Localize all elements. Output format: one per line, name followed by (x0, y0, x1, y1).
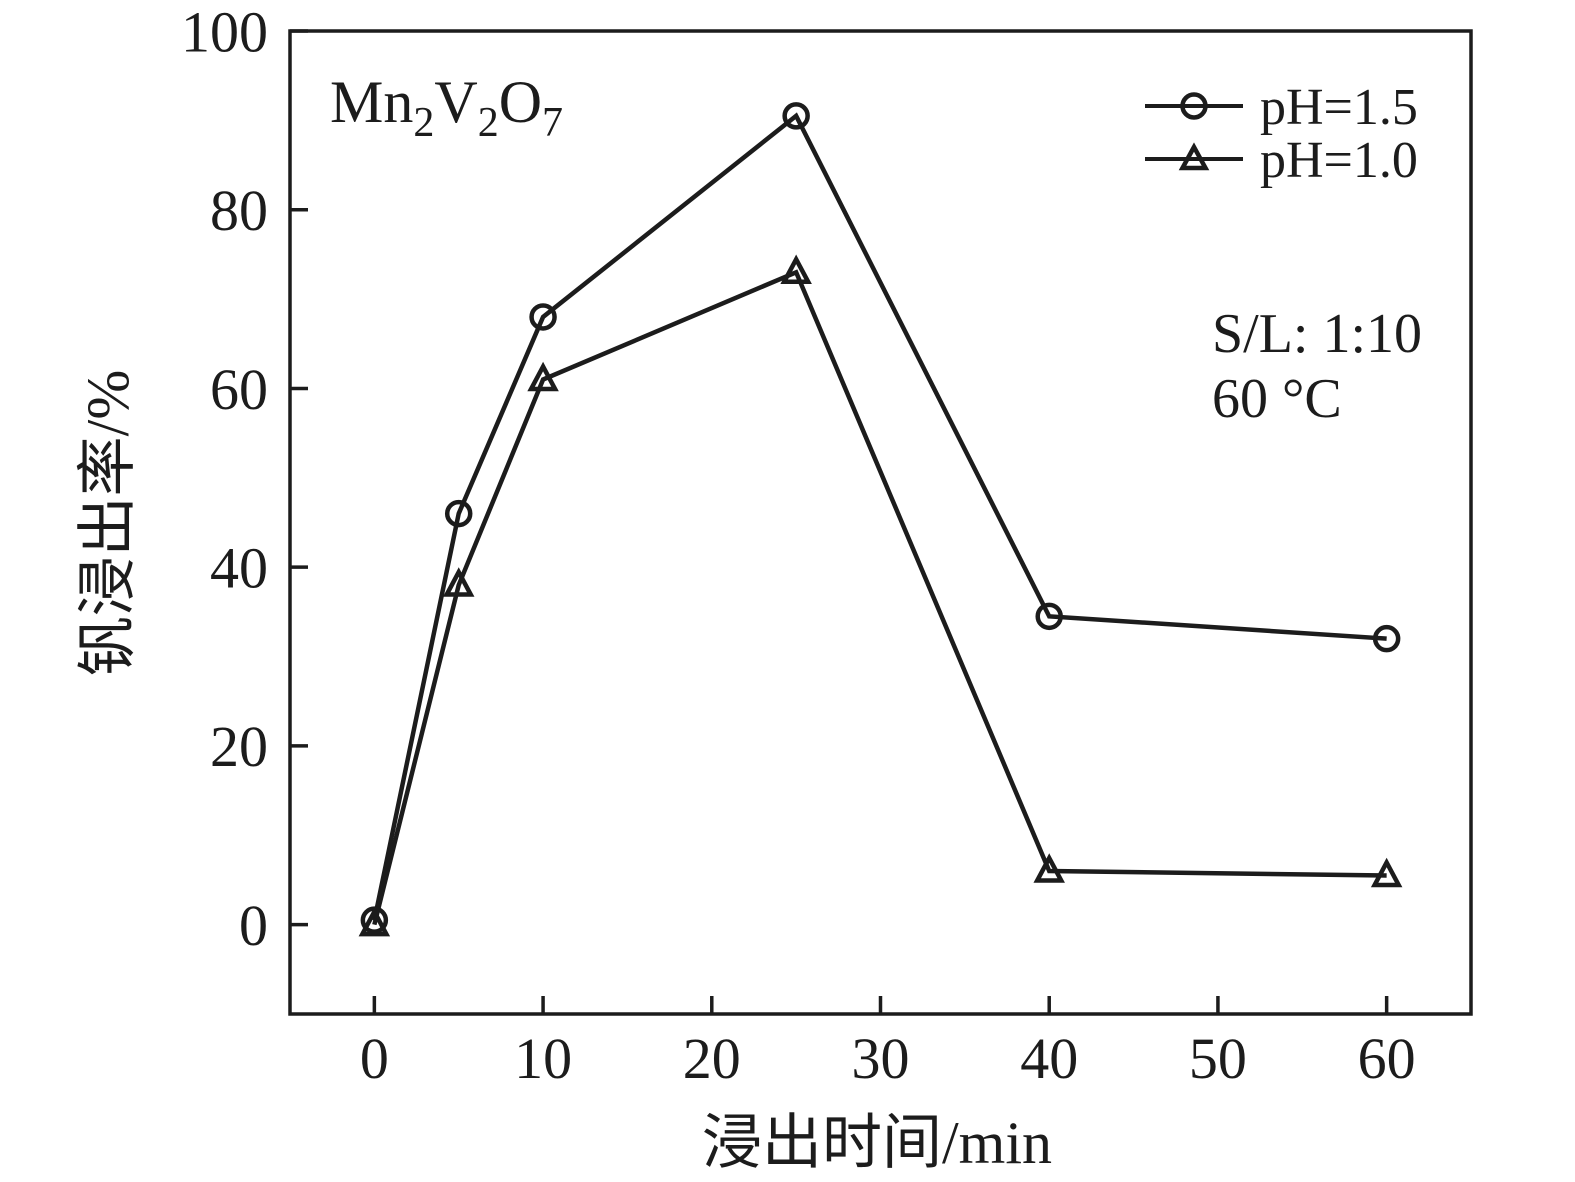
annotation-solid-liquid-ratio: S/L: 1:10 (1212, 303, 1422, 365)
x-tick-label: 30 (852, 1026, 910, 1091)
legend-item-ph15: pH=1.5 (1145, 79, 1418, 136)
legend: pH=1.5 pH=1.0 (1145, 79, 1418, 189)
data-point-triangle (1033, 853, 1065, 883)
annotation-temperature: 60 °C (1212, 368, 1342, 430)
title-subscript: 2 (478, 100, 499, 146)
data-point-triangle (780, 254, 812, 285)
y-tick-label: 60 (210, 357, 268, 422)
series-line-pH=1.0 (372, 269, 1387, 926)
legend-label-ph10: pH=1.0 (1260, 132, 1418, 189)
axes: 0 10 20 30 40 50 60 0 20 40 60 80 100 (181, 0, 1416, 1091)
title-text: Mn (330, 69, 413, 135)
y-tick-label: 80 (210, 178, 268, 243)
legend-item-ph10: pH=1.0 (1145, 132, 1418, 189)
title-subscript: 2 (413, 100, 434, 146)
triangle-marker-icon (1178, 142, 1210, 171)
y-tick-label: 40 (210, 535, 268, 600)
x-axis-label: 浸出时间/min (702, 1110, 1052, 1176)
y-tick-label: 0 (239, 893, 268, 958)
plot-series (358, 102, 1403, 937)
data-point-triangle (358, 906, 391, 937)
data-point-circle (1372, 624, 1401, 653)
y-axis-label: 钒浸出率/% (75, 370, 141, 677)
data-point-triangle (527, 361, 559, 392)
x-tick-label: 40 (1020, 1026, 1078, 1091)
data-point-triangle (1370, 857, 1403, 888)
title-text: O (499, 69, 542, 135)
y-tick-label: 100 (181, 0, 268, 64)
x-tick-label: 50 (1189, 1026, 1247, 1091)
y-tick-label: 20 (210, 714, 268, 779)
title-text: V (434, 69, 477, 135)
chart-title: Mn2V2O7 (330, 69, 563, 146)
legend-label-ph15: pH=1.5 (1260, 79, 1418, 136)
data-point-circle (782, 102, 810, 130)
data-point-circle (444, 499, 473, 528)
data-point-circle (529, 303, 557, 331)
x-tick-label: 20 (683, 1026, 741, 1091)
series-line-pH=1.5 (372, 112, 1387, 921)
x-tick-label: 0 (360, 1026, 389, 1091)
x-tick-label: 10 (514, 1026, 572, 1091)
title-subscript: 7 (542, 100, 563, 146)
data-point-circle (1035, 602, 1063, 631)
x-tick-label: 60 (1358, 1026, 1416, 1091)
circle-marker-icon (1180, 92, 1208, 120)
data-point-triangle (442, 567, 475, 597)
